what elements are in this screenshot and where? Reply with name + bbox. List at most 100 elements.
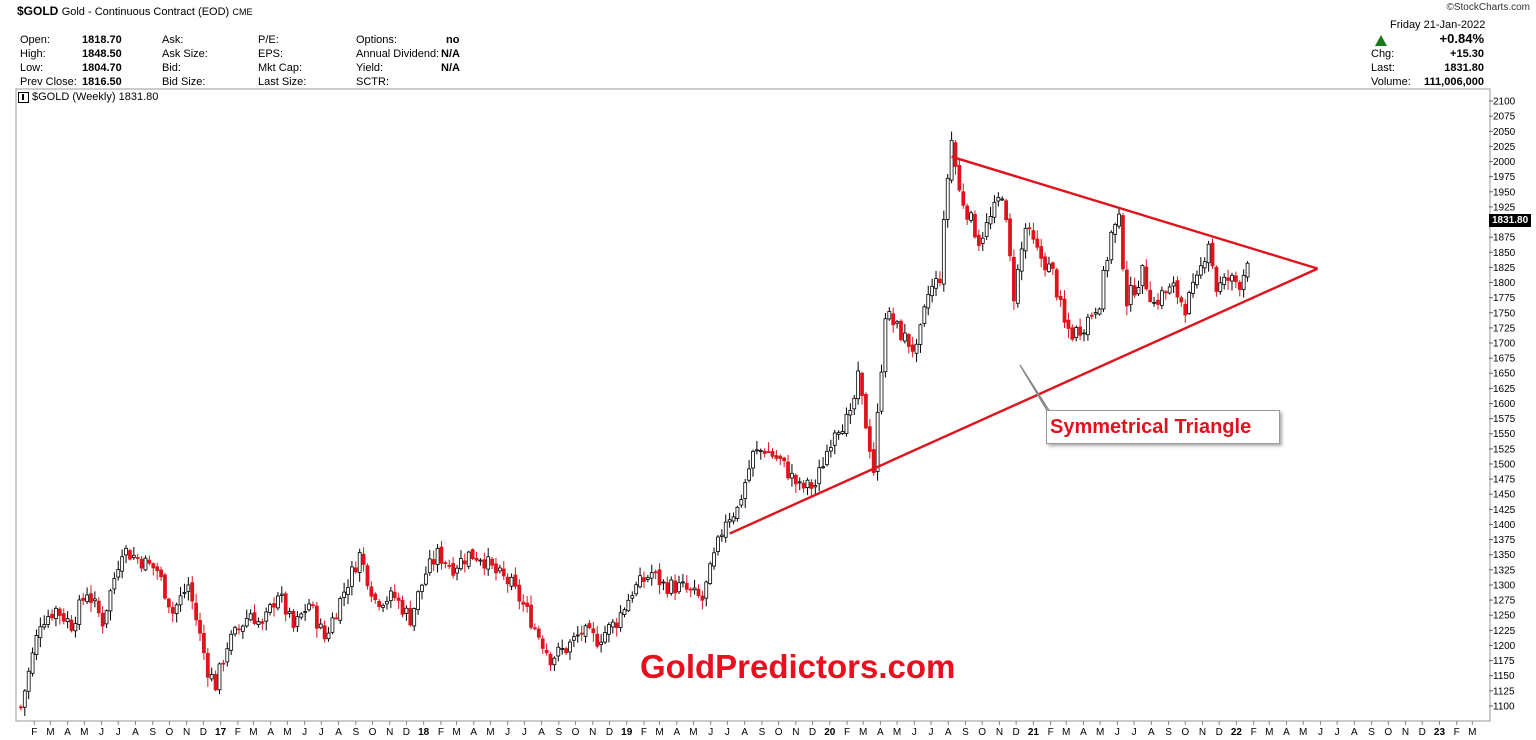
candle-body xyxy=(318,623,323,629)
candle-body xyxy=(1008,218,1012,257)
candle-body xyxy=(509,576,514,587)
x-tick-label: S xyxy=(962,727,969,738)
candle-body xyxy=(424,573,428,585)
candle-body xyxy=(976,234,981,246)
candle-body xyxy=(902,332,907,342)
x-tick-label: D xyxy=(1013,727,1020,738)
candle-body xyxy=(229,633,234,651)
candle-body xyxy=(1054,269,1059,298)
candle-body xyxy=(910,344,915,352)
x-tick-label: A xyxy=(1351,727,1358,738)
y-tick-label: 1800 xyxy=(1493,278,1516,289)
candle-body xyxy=(513,574,518,587)
candle-body xyxy=(755,449,759,452)
x-tick-label: F xyxy=(1048,727,1054,738)
x-tick-label: O xyxy=(572,727,580,738)
x-tick-label: A xyxy=(267,727,274,738)
candle-body xyxy=(533,627,537,630)
candle-body xyxy=(217,663,222,691)
candle-body xyxy=(412,608,417,627)
x-tick-label: M xyxy=(486,727,494,738)
candle-body xyxy=(1023,227,1028,252)
quote-date: Friday 21-Jan-2022 xyxy=(1390,19,1486,31)
candle-body xyxy=(108,590,113,612)
x-tick-label: O xyxy=(1384,727,1392,738)
candle-body xyxy=(268,604,273,613)
change-label: Chg: xyxy=(1371,48,1395,60)
candle-body xyxy=(801,482,806,489)
candle-body xyxy=(50,613,54,619)
y-tick-label: 1775 xyxy=(1493,293,1516,304)
candle-body xyxy=(1109,231,1114,261)
x-tick-label: J xyxy=(522,727,527,738)
candle-body xyxy=(416,591,420,610)
y-tick-label: 1475 xyxy=(1493,475,1516,486)
candle-body xyxy=(758,450,763,452)
x-tick-label: D xyxy=(1216,727,1223,738)
candle-body xyxy=(272,603,276,608)
low-label: Low: xyxy=(20,62,44,74)
candle-body xyxy=(871,449,876,473)
y-tick-label: 1525 xyxy=(1493,444,1516,455)
candle-body xyxy=(213,673,218,691)
pattern-label: Symmetrical Triangle xyxy=(1046,410,1280,444)
y-tick-label: 1725 xyxy=(1493,323,1516,334)
x-tick-label: D xyxy=(200,727,207,738)
candle-body xyxy=(143,557,148,571)
candle-body xyxy=(198,619,202,634)
yield-label: Yield: xyxy=(356,62,384,74)
x-tick-label: M xyxy=(1096,727,1104,738)
x-tick-label: A xyxy=(132,727,139,738)
candle-body xyxy=(564,648,568,654)
candle-body xyxy=(1167,286,1172,294)
candle-body xyxy=(1027,227,1032,230)
candle-body xyxy=(73,623,78,632)
candle-body xyxy=(571,636,576,641)
candle-body xyxy=(388,590,393,602)
candle-body xyxy=(1144,266,1149,290)
x-tick-label: M xyxy=(1468,727,1476,738)
candle-body xyxy=(922,306,927,324)
candle-body xyxy=(427,558,432,574)
candle-body xyxy=(988,216,993,225)
candle-body xyxy=(1047,263,1051,272)
y-tick-label: 2075 xyxy=(1493,112,1516,123)
candle-body xyxy=(696,588,701,596)
candle-body xyxy=(938,278,942,284)
candle-body xyxy=(279,593,284,596)
x-tick-label: M xyxy=(46,727,54,738)
candle-body xyxy=(30,652,35,674)
candle-body xyxy=(381,605,385,608)
candle-body xyxy=(536,628,541,638)
candle-body xyxy=(875,411,880,472)
candle-body xyxy=(346,587,350,595)
candle-body xyxy=(264,611,269,622)
candle-body xyxy=(139,558,144,569)
candle-body xyxy=(657,569,662,586)
candle-body xyxy=(1230,274,1234,282)
candle-body xyxy=(930,285,935,297)
x-tick-label: N xyxy=(996,727,1003,738)
candle-body xyxy=(790,472,794,479)
candle-body xyxy=(926,294,931,309)
candle-body xyxy=(817,467,822,485)
x-tick-label: D xyxy=(403,727,410,738)
candle-body xyxy=(587,623,592,629)
candle-body xyxy=(1082,332,1086,335)
candle-body xyxy=(1214,266,1219,292)
candle-body xyxy=(1237,282,1242,290)
candle-body xyxy=(645,577,650,580)
x-tick-label: F xyxy=(1454,727,1460,738)
candle-body xyxy=(1241,274,1246,290)
options-label: Options: xyxy=(356,34,397,46)
x-tick-label: M xyxy=(859,727,867,738)
x-tick-label: O xyxy=(369,727,377,738)
candle-body xyxy=(466,551,471,567)
legend-text: $GOLD (Weekly) 1831.80 xyxy=(32,91,159,103)
x-tick-label: A xyxy=(1080,727,1087,738)
candle-body xyxy=(677,582,681,593)
y-tick-label: 1975 xyxy=(1493,172,1516,183)
candle-body xyxy=(622,609,627,615)
x-tick-label: J xyxy=(1115,727,1120,738)
dividend-label: Annual Dividend: xyxy=(356,48,440,60)
